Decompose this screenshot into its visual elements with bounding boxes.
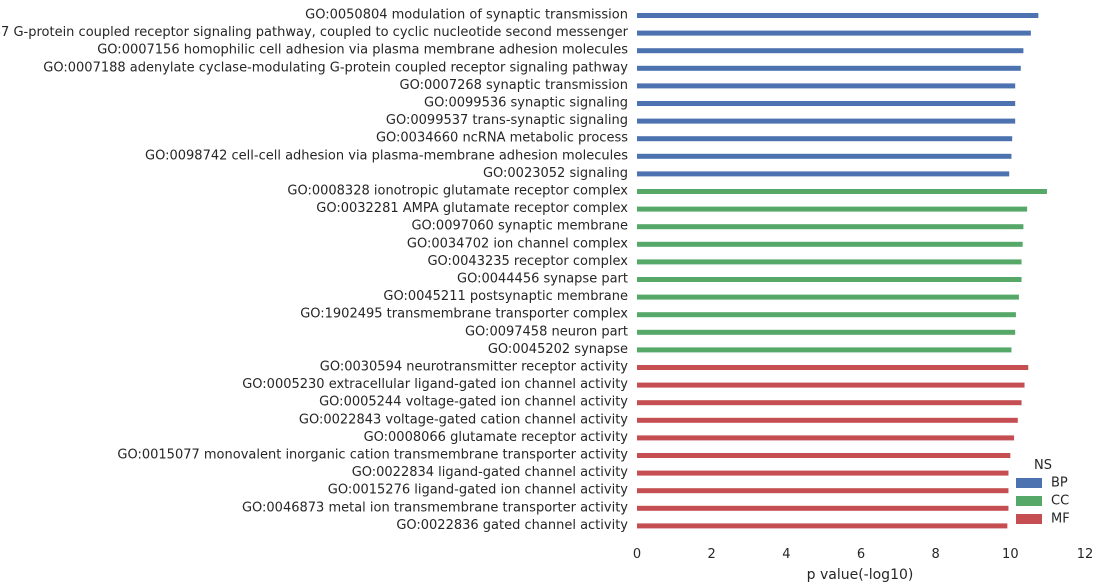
legend-swatch-mf: [1016, 514, 1042, 524]
bar-cc-16: [637, 294, 1019, 300]
bar-bp-7: [637, 136, 1013, 142]
category-label: GO:0045211 postsynaptic membrane: [383, 289, 628, 304]
x-tick-label: 2: [708, 547, 716, 562]
category-label: GO:0005230 extracellular ligand-gated io…: [242, 377, 628, 392]
bar-mf-25: [637, 453, 1011, 458]
category-label: GO:0005244 voltage-gated ion channel act…: [319, 395, 628, 410]
category-label: GO:0022834 ligand-gated channel activity: [352, 465, 629, 480]
bars-group: [637, 13, 1047, 529]
bar-cc-17: [637, 312, 1016, 318]
bar-bp-0: [637, 13, 1039, 18]
bar-mf-20: [637, 365, 1029, 370]
bar-mf-27: [637, 488, 1009, 494]
bar-mf-28: [637, 505, 1009, 511]
x-tick-label: 4: [782, 547, 790, 562]
bar-mf-21: [637, 382, 1025, 388]
x-tick-label: 10: [1002, 547, 1019, 562]
bar-cc-15: [637, 277, 1022, 282]
bar-bp-2: [637, 48, 1024, 54]
bar-cc-13: [637, 241, 1023, 247]
legend-label-bp: BP: [1051, 476, 1068, 491]
bar-bp-3: [637, 65, 1021, 71]
x-tick-label: 8: [932, 547, 940, 562]
legend-swatch-cc: [1016, 496, 1042, 506]
legend-label-mf: MF: [1051, 512, 1070, 527]
bar-mf-24: [637, 435, 1015, 441]
bar-bp-1: [637, 30, 1031, 36]
category-label: GO:0007187 G-protein coupled receptor si…: [0, 25, 629, 40]
bar-mf-22: [637, 400, 1022, 406]
bar-mf-26: [637, 470, 1009, 476]
category-label: GO:0034702 ion channel complex: [407, 236, 628, 251]
category-label: GO:0022836 gated channel activity: [396, 518, 628, 533]
category-label: GO:0023052 signaling: [483, 166, 628, 181]
legend-title: NS: [1034, 458, 1052, 473]
bar-mf-23: [637, 417, 1018, 423]
category-label: GO:0008066 glutamate receptor activity: [364, 430, 629, 445]
category-label: GO:0022843 voltage-gated cation channel …: [299, 412, 628, 427]
category-label: GO:0007268 synaptic transmission: [400, 78, 628, 93]
bar-cc-10: [637, 189, 1047, 194]
x-tick-labels-group: 0 2 4 6 8 10 12: [633, 547, 1093, 562]
bar-bp-9: [637, 171, 1010, 177]
category-label: GO:0046873 metal ion transmembrane trans…: [242, 500, 628, 515]
category-label: GO:0030594 neurotransmitter receptor act…: [320, 360, 629, 375]
x-axis-title: p value(-log10): [807, 567, 914, 583]
category-label: GO:0097060 synaptic membrane: [411, 219, 628, 234]
category-label: GO:0007188 adenylate cyclase-modulating …: [43, 60, 628, 75]
category-label: GO:0098742 cell-cell adhesion via plasma…: [145, 148, 628, 163]
category-label: GO:1902495 transmembrane transporter com…: [300, 307, 628, 322]
category-label: GO:0034660 ncRNA metabolic process: [376, 131, 628, 146]
bar-cc-11: [637, 206, 1028, 212]
bar-bp-4: [637, 83, 1016, 89]
category-label: GO:0008328 ionotropic glutamate receptor…: [287, 184, 628, 199]
category-labels-group: GO:0050804 modulation of synaptic transm…: [0, 8, 629, 533]
x-tick-label: 12: [1077, 547, 1094, 562]
category-label: GO:0099536 synaptic signaling: [424, 96, 628, 111]
bar-cc-18: [637, 329, 1016, 335]
category-label: GO:0099537 trans-synaptic signaling: [386, 113, 628, 128]
bar-bp-5: [637, 101, 1016, 106]
category-label: GO:0043235 receptor complex: [427, 254, 628, 269]
x-tick-label: 0: [633, 547, 641, 562]
bar-cc-19: [637, 347, 1012, 353]
legend-label-cc: CC: [1051, 494, 1069, 509]
bar-bp-8: [637, 153, 1012, 159]
bar-bp-6: [637, 118, 1016, 124]
category-label: GO:0044456 synapse part: [457, 272, 628, 287]
bar-cc-14: [637, 259, 1022, 265]
category-label: GO:0050804 modulation of synaptic transm…: [305, 8, 628, 23]
bar-cc-12: [637, 224, 1024, 230]
category-label: GO:0015276 ligand-gated ion channel acti…: [328, 483, 629, 498]
category-label: GO:0045202 synapse: [488, 342, 628, 357]
category-label: GO:0015077 monovalent inorganic cation t…: [117, 448, 628, 463]
category-label: GO:0097458 neuron part: [465, 324, 628, 339]
bar-mf-29: [637, 523, 1008, 529]
legend-swatch-bp: [1016, 478, 1042, 488]
legend-entries: BP CC MF: [1016, 476, 1070, 527]
category-label: GO:0032281 AMPA glutamate receptor compl…: [316, 201, 628, 216]
legend: NS BP CC MF: [1016, 458, 1070, 527]
category-label: GO:0007156 homophilic cell adhesion via …: [97, 43, 628, 58]
x-tick-label: 6: [857, 547, 865, 562]
